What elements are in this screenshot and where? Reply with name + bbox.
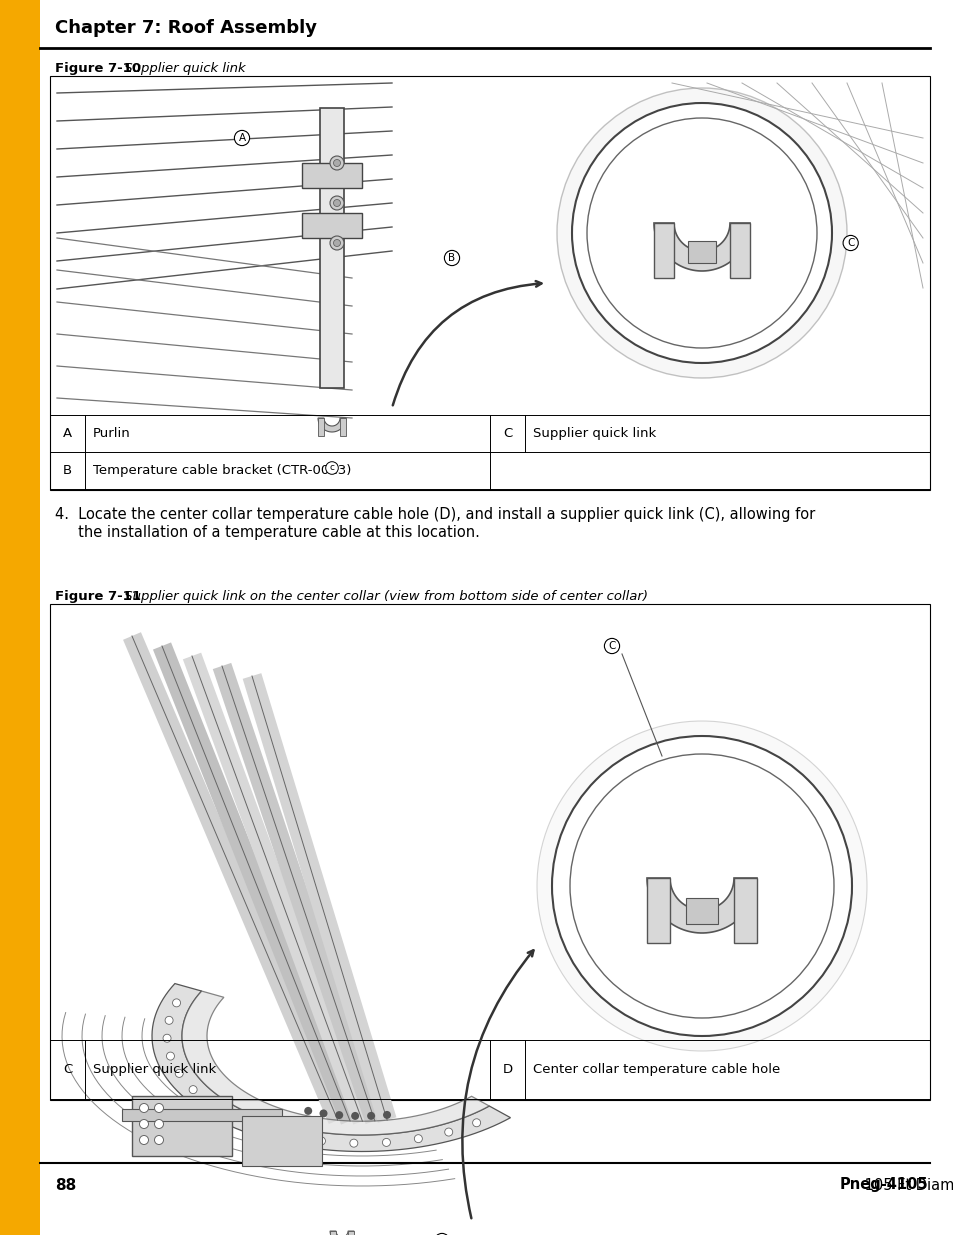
Circle shape — [154, 1104, 163, 1113]
Text: B: B — [448, 253, 456, 263]
Ellipse shape — [557, 88, 846, 378]
Text: A: A — [238, 133, 245, 143]
Bar — [122, 1109, 282, 1121]
Bar — [242, 1116, 322, 1166]
Text: the installation of a temperature cable at this location.: the installation of a temperature cable … — [55, 525, 479, 540]
Text: Supplier quick link: Supplier quick link — [92, 1063, 216, 1076]
Circle shape — [231, 1113, 238, 1121]
Circle shape — [304, 1107, 312, 1115]
Polygon shape — [182, 990, 489, 1135]
Text: C: C — [608, 641, 615, 651]
Bar — [50, 77, 929, 490]
Circle shape — [444, 1128, 453, 1136]
Bar — [729, 224, 749, 278]
Circle shape — [330, 196, 344, 210]
Text: 105 Ft Diameter 40-Series Bin: 105 Ft Diameter 40-Series Bin — [859, 1177, 953, 1193]
Circle shape — [414, 1135, 422, 1142]
Circle shape — [330, 236, 344, 249]
Bar — [132, 1095, 232, 1156]
Text: C: C — [63, 1063, 72, 1076]
Circle shape — [330, 156, 344, 170]
Text: C: C — [846, 238, 854, 248]
Circle shape — [154, 1119, 163, 1129]
Text: 88: 88 — [55, 1177, 76, 1193]
Polygon shape — [646, 878, 757, 932]
Bar — [302, 212, 361, 238]
Circle shape — [154, 1135, 163, 1145]
Text: Figure 7-10: Figure 7-10 — [55, 62, 141, 75]
Bar — [685, 898, 718, 924]
Circle shape — [189, 1086, 197, 1094]
Text: c: c — [329, 463, 335, 473]
Text: Temperature cable bracket (CTR-0013): Temperature cable bracket (CTR-0013) — [92, 464, 351, 477]
Circle shape — [139, 1104, 149, 1113]
Circle shape — [256, 1124, 265, 1131]
Text: 4.  Locate the center collar temperature cable hole (D), and install a supplier : 4. Locate the center collar temperature … — [55, 508, 815, 522]
Text: Supplier quick link: Supplier quick link — [120, 62, 245, 75]
Circle shape — [367, 1112, 375, 1120]
Circle shape — [572, 103, 831, 363]
Circle shape — [334, 159, 340, 167]
Circle shape — [163, 1034, 171, 1042]
Bar — [319, 107, 344, 388]
Circle shape — [208, 1100, 215, 1108]
Circle shape — [334, 240, 340, 247]
Polygon shape — [330, 1231, 354, 1235]
Circle shape — [286, 1131, 294, 1140]
Circle shape — [552, 736, 851, 1036]
Bar — [317, 417, 324, 436]
Bar — [0, 0, 40, 1235]
Bar — [646, 878, 669, 944]
Bar — [348, 1231, 354, 1235]
Text: Purlin: Purlin — [92, 427, 131, 440]
Circle shape — [335, 1112, 343, 1119]
Text: C: C — [502, 427, 512, 440]
Circle shape — [350, 1139, 357, 1147]
Text: Supplier quick link on the center collar (view from bottom side of center collar: Supplier quick link on the center collar… — [120, 590, 647, 603]
Circle shape — [319, 1109, 327, 1118]
Text: D: D — [502, 1063, 512, 1076]
Text: Supplier quick link: Supplier quick link — [533, 427, 656, 440]
Ellipse shape — [537, 721, 866, 1051]
Circle shape — [472, 1119, 480, 1126]
Bar — [654, 224, 673, 278]
Circle shape — [175, 1070, 183, 1077]
Polygon shape — [152, 983, 510, 1151]
Bar — [733, 878, 757, 944]
Circle shape — [165, 1016, 172, 1024]
Text: Chapter 7: Roof Assembly: Chapter 7: Roof Assembly — [55, 19, 316, 37]
Text: Center collar temperature cable hole: Center collar temperature cable hole — [533, 1063, 780, 1076]
Text: Figure 7-11: Figure 7-11 — [55, 590, 141, 603]
Text: B: B — [63, 464, 72, 477]
Text: A: A — [63, 427, 72, 440]
Circle shape — [166, 1052, 174, 1060]
Circle shape — [382, 1112, 391, 1119]
Circle shape — [351, 1112, 358, 1120]
Circle shape — [139, 1135, 149, 1145]
Bar — [330, 1231, 335, 1235]
Circle shape — [317, 1137, 325, 1145]
Circle shape — [172, 999, 180, 1007]
Polygon shape — [317, 417, 346, 432]
Polygon shape — [654, 224, 749, 270]
Text: Pneg-4105: Pneg-4105 — [839, 1177, 927, 1193]
Bar — [302, 163, 361, 188]
Circle shape — [382, 1139, 390, 1146]
Bar — [687, 241, 716, 263]
Circle shape — [334, 200, 340, 206]
Circle shape — [139, 1119, 149, 1129]
Bar — [339, 417, 346, 436]
Bar — [50, 604, 929, 1100]
